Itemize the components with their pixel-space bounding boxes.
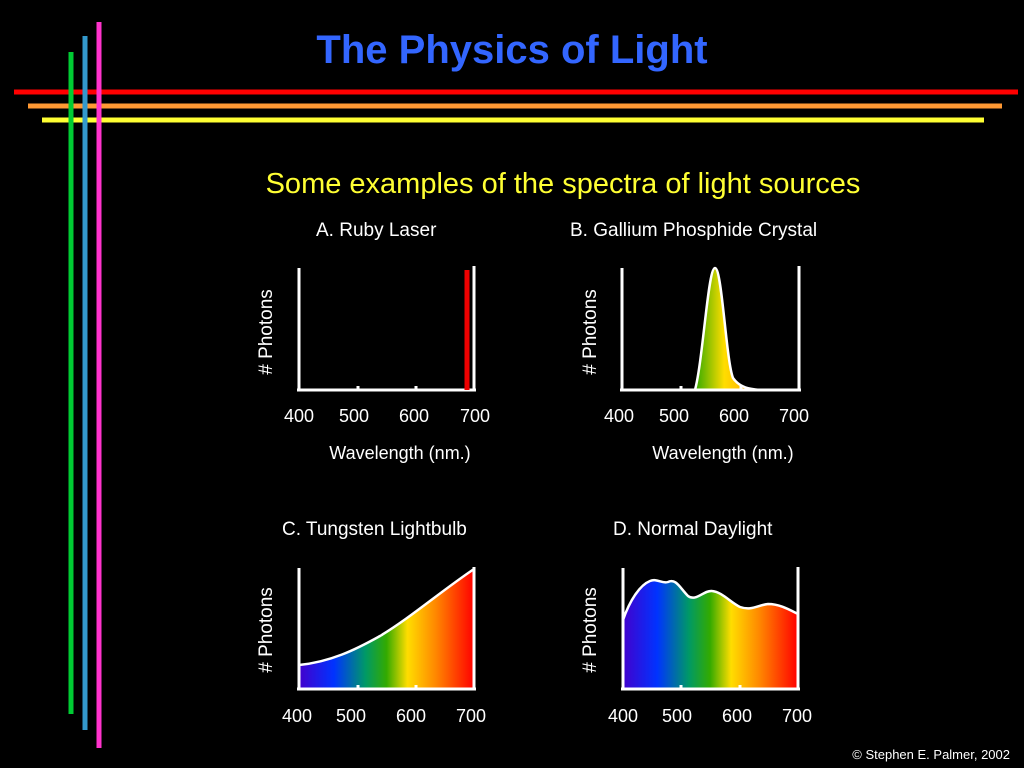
panel-b-y-label: # Photons: [580, 289, 601, 375]
panel-a-tick-label: 500: [339, 406, 369, 426]
panel-b-tick-label: 600: [719, 406, 749, 426]
tungsten-spectrum-curve: [298, 567, 475, 667]
panel-c-title: C. Tungsten Lightbulb: [282, 519, 467, 540]
panel-b-tick-label: 400: [604, 406, 634, 426]
tungsten-spectrum-area: [299, 569, 474, 689]
panel-d-plot: 400 500 600 700 # Photons: [580, 567, 812, 726]
panel-c-tick-label: 700: [456, 706, 486, 726]
panel-a-tick-label: 400: [284, 406, 314, 426]
panel-a-x-label: Wavelength (nm.): [329, 443, 470, 463]
panel-d-title: D. Normal Daylight: [613, 519, 773, 540]
panel-b-tick-label: 700: [779, 406, 809, 426]
slide-title: The Physics of Light: [316, 28, 708, 72]
panel-d-tick-label: 600: [722, 706, 752, 726]
daylight-spectrum-area: [623, 580, 798, 689]
panel-a-tick-label: 600: [399, 406, 429, 426]
panel-a-plot: 400 500 600 700 Wavelength (nm.) # Photo…: [256, 266, 490, 463]
panel-b-x-label: Wavelength (nm.): [652, 443, 793, 463]
panel-c-tick-label: 600: [396, 706, 426, 726]
panel-a-y-label: # Photons: [256, 289, 277, 375]
panel-b-title: B. Gallium Phosphide Crystal: [570, 220, 818, 241]
panel-b-plot: 400 500 600 700 Wavelength (nm.) # Photo…: [580, 266, 809, 463]
panel-c-tick-label: 400: [282, 706, 312, 726]
panel-c-plot: 400 500 600 700 # Photons: [256, 567, 486, 726]
copyright-credit: © Stephen E. Palmer, 2002: [852, 747, 1010, 762]
panel-a-tick-label: 700: [460, 406, 490, 426]
panel-d-tick-label: 700: [782, 706, 812, 726]
panel-c-tick-label: 500: [336, 706, 366, 726]
panel-d-y-label: # Photons: [580, 587, 601, 673]
panel-a-title: A. Ruby Laser: [316, 220, 437, 241]
panel-b-tick-label: 500: [659, 406, 689, 426]
slide-subtitle: Some examples of the spectra of light so…: [265, 168, 861, 200]
panel-c-y-label: # Photons: [256, 587, 277, 673]
gallium-emission-peak: [693, 266, 761, 392]
panel-d-tick-label: 500: [662, 706, 692, 726]
daylight-spectrum-curve: [621, 578, 799, 621]
panel-d-tick-label: 400: [608, 706, 638, 726]
